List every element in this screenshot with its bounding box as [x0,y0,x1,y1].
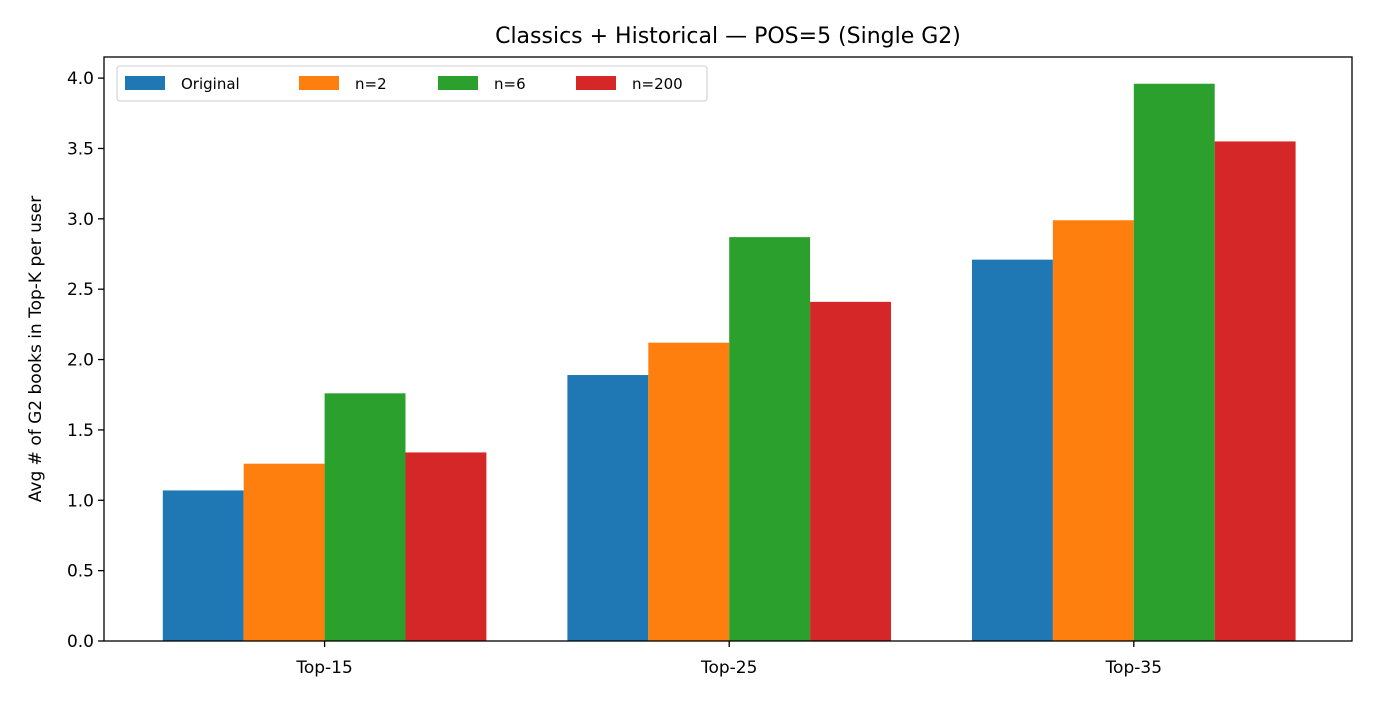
y-tick-label: 1.5 [67,421,94,441]
legend-swatch [438,76,478,90]
legend-swatch [576,76,616,90]
y-tick-label: 0.5 [67,562,94,582]
bar-original-top-35 [972,259,1053,641]
bar-n-2-top-35 [1052,220,1134,641]
y-tick-label: 3.5 [67,139,94,159]
plot-frame [103,56,1353,642]
legend-swatch [299,76,339,90]
bar-n-6-top-35 [1133,83,1215,641]
y-axis: 0.0 0.5 1.0 1.5 2.0 2.5 3.0 3.5 4.0 [67,69,104,652]
x-tick-label: Top-15 [295,658,352,678]
y-tick-label: 4.0 [67,69,94,89]
bar-n-6-top-15 [324,393,406,641]
bar-original-top-25 [567,375,649,641]
x-tick-label: Top-25 [700,658,757,678]
legend: Original n=2 n=6 n=200 [116,65,708,102]
y-tick-label: 2.5 [67,280,94,300]
y-tick-label: 0.0 [67,632,94,652]
legend-label: n=200 [632,75,683,93]
y-tick-label: 1.0 [67,491,94,511]
bar-n-200-top-15 [405,452,487,641]
legend-swatch [125,76,165,90]
bar-n-6-top-25 [729,237,811,641]
bar-n-2-top-15 [243,463,325,641]
bar-n-2-top-25 [648,342,730,641]
bar-n-200-top-35 [1214,141,1296,642]
bar-n-200-top-25 [810,301,891,641]
y-tick-label: 3.0 [67,210,94,230]
legend-label: Original [181,75,240,93]
x-axis: Top-15 Top-25 Top-35 [295,641,1162,678]
chart-title: Classics + Historical — POS=5 (Single G2… [495,24,961,49]
bars-group [162,83,1296,642]
x-tick-label: Top-35 [1105,658,1162,678]
bar-original-top-15 [162,490,244,641]
legend-label: n=2 [355,75,387,93]
legend-label: n=6 [494,75,526,93]
y-axis-label: Avg # of G2 books in Top-K per user [26,196,46,502]
y-tick-label: 2.0 [67,351,94,371]
legend-box [116,65,708,102]
